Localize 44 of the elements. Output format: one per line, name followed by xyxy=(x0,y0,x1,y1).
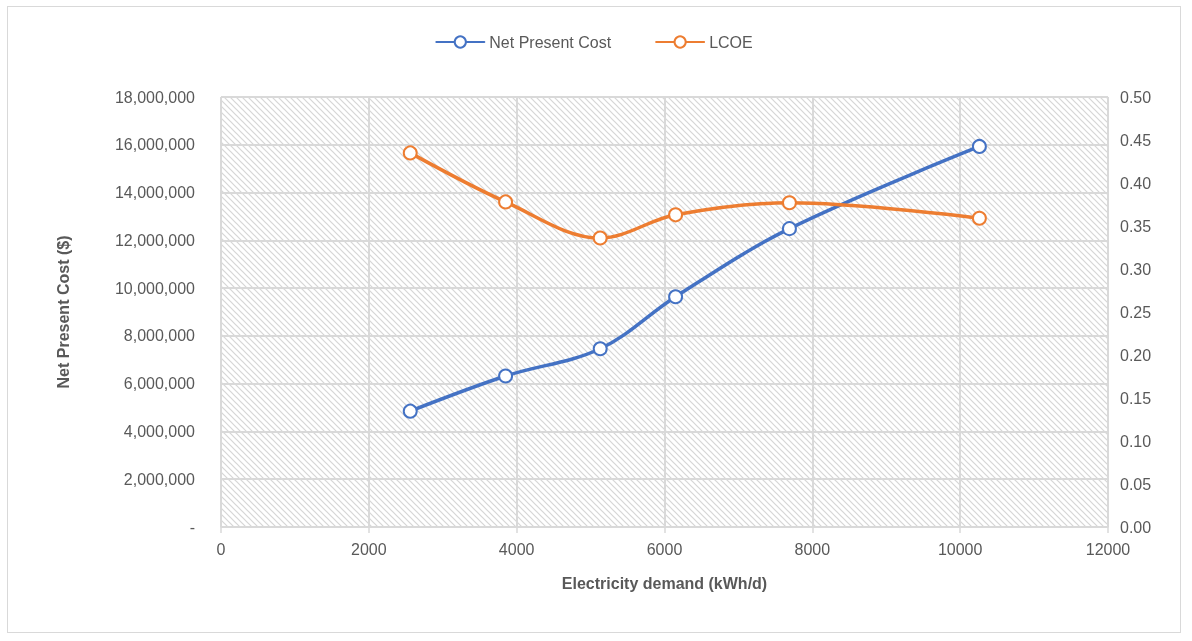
point xyxy=(781,195,797,211)
point xyxy=(592,341,608,357)
point xyxy=(668,289,684,305)
x-tick-label: 8000 xyxy=(794,540,831,558)
point xyxy=(498,194,514,210)
y-tick-label: 14,000,000 xyxy=(114,184,196,202)
y-tick-label: 6,000,000 xyxy=(123,375,196,393)
y2-tick-label: 0.50 xyxy=(1120,88,1152,106)
y-tick-label: 16,000,000 xyxy=(114,136,196,154)
point xyxy=(971,138,987,154)
y2-tick-label: 0.00 xyxy=(1120,518,1152,536)
point xyxy=(402,403,418,419)
y-tick-label: - xyxy=(189,518,195,536)
x-tick-label: 10000 xyxy=(937,540,983,558)
legend-label: LCOE xyxy=(709,33,753,51)
x-tick-label: 12000 xyxy=(1085,540,1131,558)
y2-tick-label: 0.30 xyxy=(1120,260,1152,278)
y2-tick-label: 0.20 xyxy=(1120,346,1152,364)
y2-tick-label: 0.45 xyxy=(1120,131,1152,149)
point xyxy=(498,368,514,384)
x-tick-label: 4000 xyxy=(498,540,535,558)
y2-tick-label: 0.35 xyxy=(1120,217,1152,235)
y-axis-title: Net Present Cost ($) xyxy=(54,235,72,389)
y-tick-label: 10,000,000 xyxy=(114,279,196,297)
y2-tick-label: 0.10 xyxy=(1120,432,1152,450)
y-tick-label: 2,000,000 xyxy=(123,470,196,488)
point xyxy=(402,145,418,161)
legend-label: Net Present Cost xyxy=(489,33,612,51)
point xyxy=(971,210,987,226)
x-tick-label: 2000 xyxy=(351,540,387,558)
y-tick-label: 12,000,000 xyxy=(114,231,196,249)
y2-tick-label: 0.05 xyxy=(1120,475,1152,493)
point xyxy=(668,207,684,223)
x-axis-title: Electricity demand (kWh/d) xyxy=(561,574,768,592)
point xyxy=(592,230,608,246)
x-tick-label: 6000 xyxy=(646,540,683,558)
y2-tick-label: 0.15 xyxy=(1120,389,1152,407)
y2-tick-label: 0.25 xyxy=(1120,303,1152,321)
y2-tick-label: 0.40 xyxy=(1120,174,1152,192)
y-tick-label: 18,000,000 xyxy=(114,88,196,106)
x-tick-label: 0 xyxy=(216,540,226,558)
point xyxy=(781,221,797,237)
y-tick-label: 8,000,000 xyxy=(123,327,196,345)
y-tick-label: 4,000,000 xyxy=(123,422,196,440)
